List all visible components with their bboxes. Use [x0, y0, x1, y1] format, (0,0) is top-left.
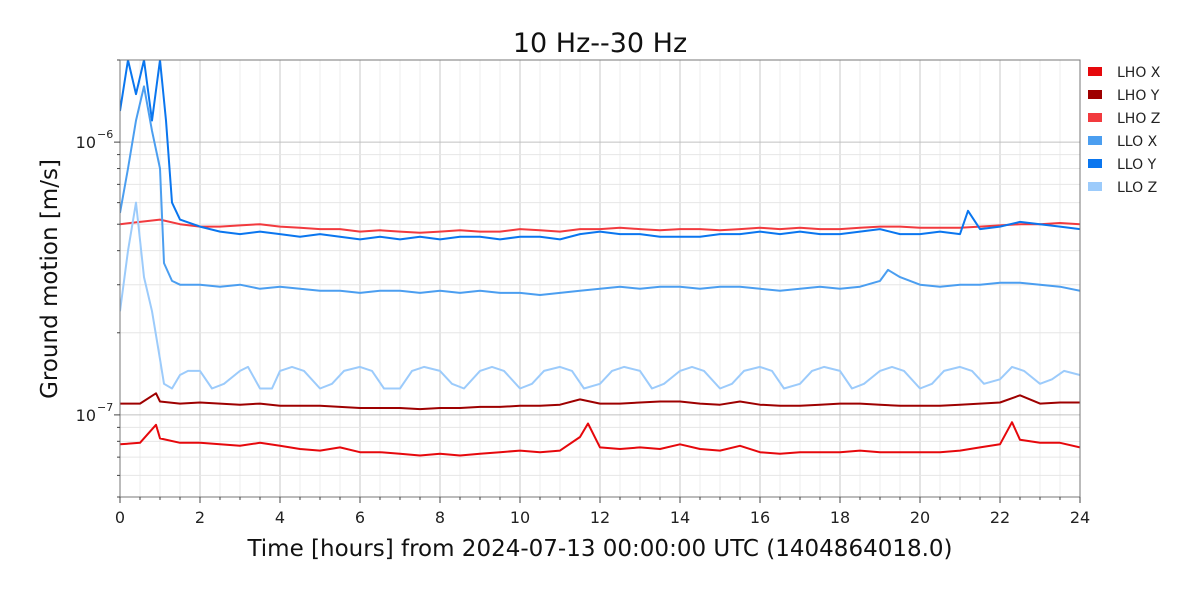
- x-tick-label: 12: [590, 508, 610, 527]
- legend: LHO X LHO Y LHO Z LLO X LLO Y LLO Z: [1088, 65, 1161, 196]
- legend-swatch-llo-x: [1088, 136, 1102, 145]
- legend-label-llo-y: LLO Y: [1117, 157, 1157, 173]
- series-line-lho-y: [120, 392, 1080, 411]
- y-tick-label-exponent: −7: [97, 401, 113, 414]
- x-tick-label: 6: [355, 508, 365, 527]
- x-axis-label: Time [hours] from 2024-07-13 00:00:00 UT…: [246, 536, 952, 562]
- x-tick-label: 14: [670, 508, 690, 527]
- legend-swatch-lho-z: [1088, 113, 1102, 122]
- legend-swatch-llo-y: [1088, 159, 1102, 168]
- x-tick-label: 10: [510, 508, 530, 527]
- x-tick-label: 16: [750, 508, 770, 527]
- x-tick-label: 20: [910, 508, 930, 527]
- legend-swatch-lho-x: [1088, 67, 1102, 76]
- x-tick-label: 0: [115, 508, 125, 527]
- x-tick-label: 4: [275, 508, 285, 527]
- y-axis-label: Ground motion [m/s]: [37, 159, 63, 399]
- series-line-llo-y: [120, 60, 1080, 241]
- y-tick-label: 10: [76, 133, 96, 152]
- legend-swatch-lho-y: [1088, 90, 1102, 99]
- x-tick-label: 24: [1070, 508, 1090, 527]
- series-line-lho-x: [120, 421, 1080, 457]
- series-line-llo-x: [120, 85, 1080, 296]
- x-tick-label: 18: [830, 508, 850, 527]
- series-line-lho-z: [120, 218, 1080, 234]
- x-tick-label: 2: [195, 508, 205, 527]
- x-tick-label: 22: [990, 508, 1010, 527]
- chart-title: 10 Hz--30 Hz: [513, 28, 687, 59]
- legend-label-llo-x: LLO X: [1117, 134, 1158, 150]
- series-line-llo-z: [120, 201, 1080, 390]
- y-tick-label: 10: [76, 406, 96, 425]
- legend-label-lho-x: LHO X: [1117, 65, 1161, 81]
- y-tick-label-exponent: −6: [97, 128, 113, 141]
- legend-swatch-llo-z: [1088, 182, 1102, 191]
- legend-label-lho-y: LHO Y: [1117, 88, 1160, 104]
- x-tick-label: 8: [435, 508, 445, 527]
- legend-label-llo-z: LLO Z: [1117, 180, 1157, 196]
- legend-label-lho-z: LHO Z: [1117, 111, 1160, 127]
- series-group: [120, 60, 1080, 457]
- grid: [119, 59, 1081, 498]
